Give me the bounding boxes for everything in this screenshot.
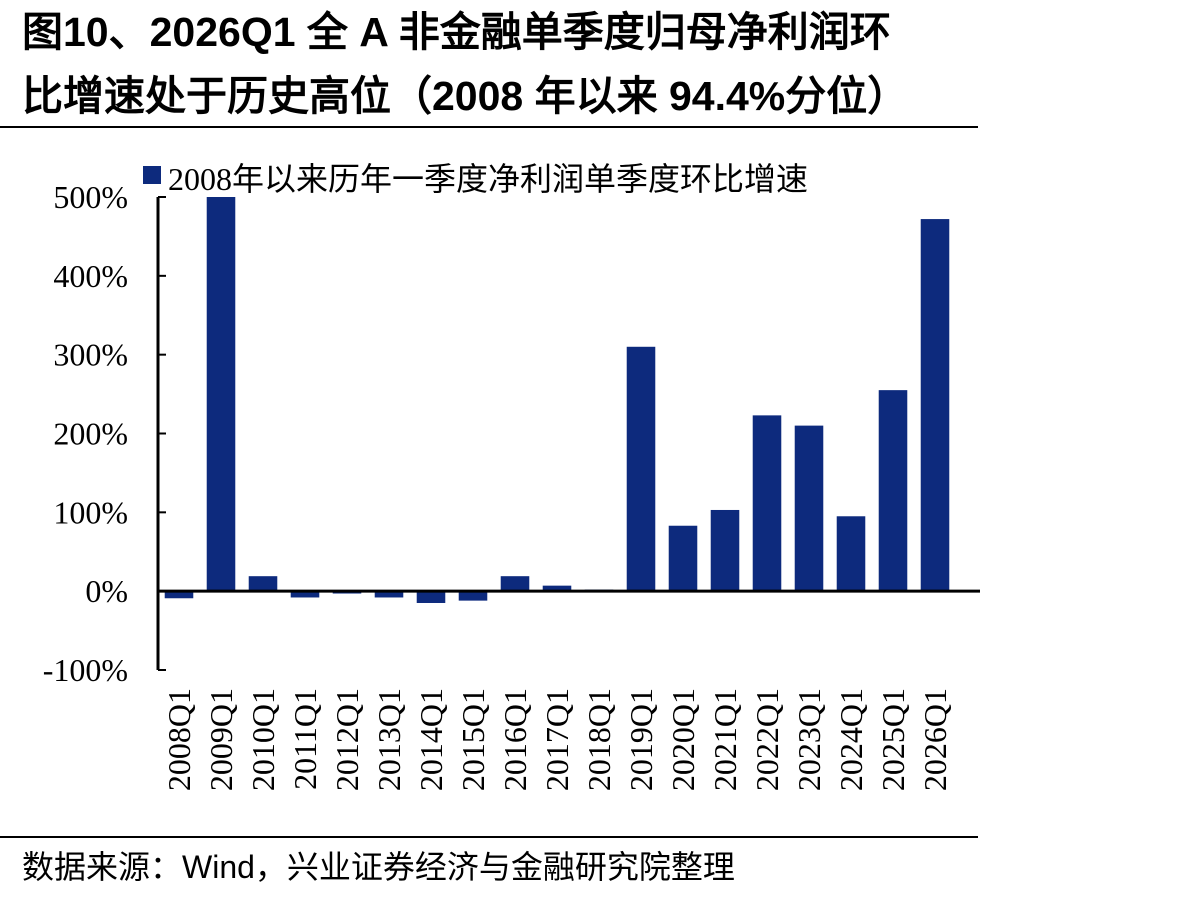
bar-2020Q1 <box>668 525 698 592</box>
bar-2026Q1 <box>920 219 950 592</box>
x-tick-label: 2010Q1 <box>245 688 281 791</box>
bar-2011Q1 <box>290 591 320 598</box>
bar-2022Q1 <box>752 415 782 592</box>
bar-2017Q1 <box>542 585 572 592</box>
bar-2016Q1 <box>500 576 530 592</box>
chart-title: 图10、2026Q1 全 A 非金融单季度归母净利润环 比增速处于历史高位（20… <box>22 0 972 128</box>
x-tick-label: 2019Q1 <box>623 688 659 791</box>
x-tick-label: 2022Q1 <box>749 688 785 791</box>
x-tick-label: 2012Q1 <box>329 688 365 791</box>
legend: 2008年以来历年一季度净利润单季度环比增速 <box>143 161 808 197</box>
x-tick-label: 2017Q1 <box>539 688 575 791</box>
bar-2019Q1 <box>626 346 656 592</box>
y-tick-label: -100% <box>43 652 128 688</box>
x-tick-label: 2024Q1 <box>833 688 869 791</box>
x-tick-label: 2021Q1 <box>707 688 743 791</box>
bar-2024Q1 <box>836 516 866 592</box>
bar-2023Q1 <box>794 425 824 592</box>
bars <box>164 197 950 603</box>
bar-2025Q1 <box>878 390 908 592</box>
bar-2008Q1 <box>164 591 194 599</box>
x-tick-label: 2016Q1 <box>497 688 533 791</box>
x-tick-label: 2013Q1 <box>371 688 407 791</box>
x-tick-label: 2018Q1 <box>581 688 617 791</box>
title-line-1: 图10、2026Q1 全 A 非金融单季度归母净利润环 <box>22 9 891 55</box>
bar-2009Q1 <box>206 197 236 592</box>
x-axis: 2008Q1 2009Q1 2010Q1 2011Q1 2012Q1 2013Q1 2014… <box>158 589 980 791</box>
source-note: 数据来源：Wind，兴业证券经济与金融研究院整理 <box>22 849 735 885</box>
bar-2010Q1 <box>248 576 278 592</box>
bar-2021Q1 <box>710 509 740 592</box>
bar-2013Q1 <box>374 591 404 598</box>
x-tick-label: 2008Q1 <box>161 688 197 791</box>
x-tick-label: 2020Q1 <box>665 688 701 791</box>
legend-label: 2008年以来历年一季度净利润单季度环比增速 <box>168 161 808 197</box>
source-divider <box>0 836 978 838</box>
y-axis: -100% 0% 100% 200% 300% 400% 500% <box>43 179 166 688</box>
x-tick-label: 2023Q1 <box>791 688 827 791</box>
legend-swatch <box>143 166 161 184</box>
y-tick-label: 500% <box>53 179 128 215</box>
x-tick-label: 2009Q1 <box>203 688 239 791</box>
x-tick-label: 2026Q1 <box>917 688 953 791</box>
y-tick-label: 400% <box>53 258 128 294</box>
x-tick-label: 2015Q1 <box>455 688 491 791</box>
bar-2014Q1 <box>416 591 446 603</box>
x-tick-label: 2011Q1 <box>287 688 323 790</box>
x-tick-label: 2025Q1 <box>875 688 911 791</box>
title-line-2: 比增速处于历史高位（2008 年以来 94.4%分位） <box>22 73 909 119</box>
bar-2015Q1 <box>458 591 488 601</box>
y-tick-label: 200% <box>53 416 128 452</box>
y-tick-label: 0% <box>85 573 128 609</box>
x-tick-label: 2014Q1 <box>413 688 449 791</box>
title-divider <box>0 126 978 128</box>
y-tick-label: 300% <box>53 337 128 373</box>
y-tick-label: 100% <box>53 494 128 530</box>
